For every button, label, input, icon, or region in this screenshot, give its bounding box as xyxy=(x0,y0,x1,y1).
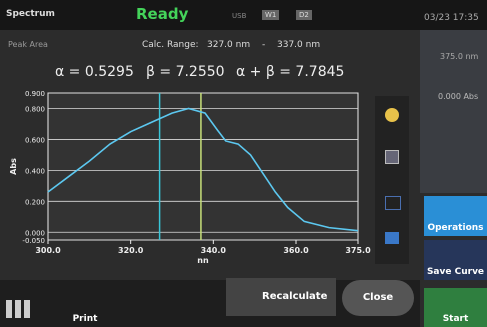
title: Spectrum xyxy=(6,9,55,19)
beta: β = 7.2550 xyxy=(146,64,225,80)
absorbance: 0.000 Abs xyxy=(438,92,478,101)
y-tick-label: 0.600 xyxy=(25,136,45,144)
redo-icon[interactable] xyxy=(385,232,399,244)
y-tick-label: 0.800 xyxy=(25,105,45,113)
status: Ready xyxy=(136,5,188,23)
usb-icon: USB xyxy=(232,12,246,20)
undo-icon[interactable] xyxy=(385,196,401,210)
save-curve-button[interactable]: Save Curve xyxy=(424,240,487,280)
alpha-beta: α + β = 7.7845 xyxy=(236,64,344,80)
x-tick-label: 375.0 xyxy=(345,246,371,255)
screen: Spectrum Ready USB W1 D2 03/23 17:35 Pea… xyxy=(0,0,487,327)
chart: 0.9000.8000.6000.4000.2000.000-0.050300.… xyxy=(0,82,375,277)
close-button[interactable]: Close xyxy=(342,280,414,316)
print-button[interactable]: Print xyxy=(55,290,115,327)
y-tick-label: 0.200 xyxy=(25,198,45,206)
range-start: 327.0 nm xyxy=(207,40,250,50)
y-tick-label: 0.400 xyxy=(25,167,45,175)
menu-icon[interactable] xyxy=(6,300,30,318)
sun-icon xyxy=(385,108,399,122)
d2-icon: D2 xyxy=(296,10,312,20)
recalculate-button[interactable]: Recalculate xyxy=(226,278,336,316)
operations-button[interactable]: Operations xyxy=(424,196,487,236)
range-sep: - xyxy=(262,40,265,50)
x-axis-label: nn xyxy=(197,256,209,265)
y-axis-label: Abs xyxy=(9,158,18,175)
y-tick-label: -0.050 xyxy=(22,237,45,245)
mode: Peak Area xyxy=(8,40,48,49)
datetime: 03/23 17:35 xyxy=(424,13,479,23)
x-tick-label: 360.0 xyxy=(283,246,309,255)
calc-range-label: Calc. Range: xyxy=(142,40,199,50)
zoom-icon xyxy=(385,150,399,164)
plot-area xyxy=(48,93,358,240)
start-button[interactable]: Start xyxy=(424,288,487,327)
wavelength: 375.0 nm xyxy=(440,52,478,61)
w1-icon: W1 xyxy=(262,10,279,20)
range-end: 337.0 nm xyxy=(277,40,320,50)
x-tick-label: 300.0 xyxy=(35,246,61,255)
y-tick-label: 0.900 xyxy=(25,90,45,98)
x-tick-label: 320.0 xyxy=(118,246,144,255)
alpha: α = 0.5295 xyxy=(55,64,134,80)
x-tick-label: 340.0 xyxy=(201,246,227,255)
